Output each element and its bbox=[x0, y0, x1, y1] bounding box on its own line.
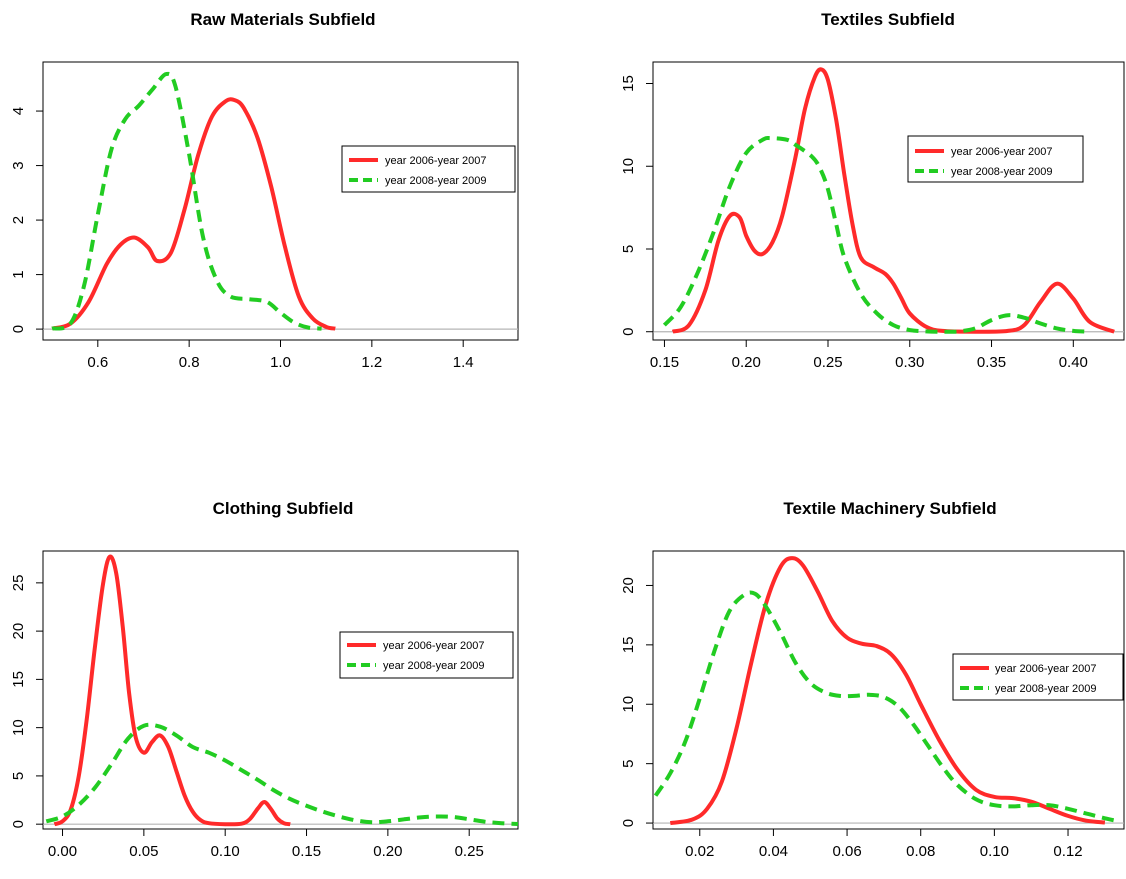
series-line-1 bbox=[669, 556, 1106, 826]
x-tick-label: 0.20 bbox=[373, 843, 402, 860]
x-tick-label: 0.05 bbox=[129, 843, 158, 860]
legend-label-series-1: year 2006-year 2007 bbox=[385, 155, 487, 167]
panel-title: Textile Machinery Subfield bbox=[783, 499, 996, 518]
series-line-1 bbox=[671, 67, 1115, 334]
x-tick-label: 0.06 bbox=[832, 843, 861, 860]
series-line-2 bbox=[662, 135, 1090, 334]
x-tick-label: 0.25 bbox=[455, 843, 484, 860]
series-line-1 bbox=[53, 554, 291, 827]
plot-frame bbox=[42, 61, 519, 341]
x-tick-label: 0.25 bbox=[813, 354, 842, 371]
y-tick-label: 15 bbox=[620, 75, 637, 92]
legend-box bbox=[339, 631, 514, 679]
x-tick-label: 0.04 bbox=[759, 843, 788, 860]
x-tick-label: 0.30 bbox=[895, 354, 924, 371]
x-tick-label: 0.00 bbox=[48, 843, 77, 860]
series-line-2 bbox=[653, 590, 1117, 823]
x-tick-label: 0.10 bbox=[211, 843, 240, 860]
y-tick-label: 5 bbox=[10, 772, 27, 780]
x-tick-label: 0.35 bbox=[977, 354, 1006, 371]
x-tick-label: 1.2 bbox=[361, 354, 382, 371]
plot-frame bbox=[42, 550, 519, 830]
x-tick-label: 0.15 bbox=[292, 843, 321, 860]
x-tick-label: 0.10 bbox=[980, 843, 1009, 860]
legend-label-series-1: year 2006-year 2007 bbox=[383, 640, 485, 652]
y-tick-label: 1 bbox=[10, 270, 27, 278]
legend-label-series-2: year 2008-year 2009 bbox=[385, 175, 487, 187]
x-tick-label: 1.0 bbox=[270, 354, 291, 371]
panel-textile-machinery: Textile Machinery Subfield 0.02 0.04 0.06 0… bbox=[620, 499, 1125, 860]
legend-box bbox=[907, 135, 1084, 183]
y-tick-label: 20 bbox=[620, 577, 637, 594]
legend: year 2006-year 2007 year 2008-year 2009 bbox=[907, 135, 1084, 183]
y-tick-label: 20 bbox=[10, 623, 27, 640]
y-tick-label: 10 bbox=[620, 158, 637, 175]
x-tick-label: 0.15 bbox=[650, 354, 679, 371]
y-tick-label: 3 bbox=[10, 161, 27, 169]
x-tick-label: 0.12 bbox=[1053, 843, 1082, 860]
legend-label-series-1: year 2006-year 2007 bbox=[951, 146, 1053, 158]
panel-textiles: Textiles Subfield 0.15 0.20 0.25 0.30 0.35 0.… bbox=[620, 10, 1125, 371]
panel-title: Textiles Subfield bbox=[821, 10, 955, 29]
legend: year 2006-year 2007 year 2008-year 2009 bbox=[341, 145, 516, 193]
legend-label-series-2: year 2008-year 2009 bbox=[383, 660, 485, 672]
y-tick-label: 0 bbox=[10, 820, 27, 828]
panel-raw-materials: Raw Materials Subfield 0.6 0.8 1.0 1.2 1.4 0 1… bbox=[10, 10, 519, 371]
series-line-1 bbox=[51, 97, 336, 331]
legend-box bbox=[341, 145, 516, 193]
panel-clothing: Clothing Subfield 0.00 0.05 0.10 0.15 0.20 0.… bbox=[10, 499, 519, 860]
panel-title: Raw Materials Subfield bbox=[190, 10, 375, 29]
y-tick-label: 0 bbox=[10, 325, 27, 333]
y-tick-label: 5 bbox=[620, 245, 637, 253]
legend: year 2006-year 2007 year 2008-year 2009 bbox=[339, 631, 514, 679]
y-tick-label: 0 bbox=[620, 328, 637, 336]
x-tick-label: 0.40 bbox=[1059, 354, 1088, 371]
panel-title: Clothing Subfield bbox=[213, 499, 354, 518]
x-tick-label: 0.02 bbox=[685, 843, 714, 860]
y-tick-label: 25 bbox=[10, 575, 27, 592]
y-tick-label: 10 bbox=[620, 696, 637, 713]
legend: year 2006-year 2007 year 2008-year 2009 bbox=[952, 653, 1124, 701]
x-tick-label: 1.4 bbox=[453, 354, 474, 371]
series-line-2 bbox=[45, 722, 519, 826]
y-tick-label: 5 bbox=[620, 759, 637, 767]
y-tick-label: 10 bbox=[10, 719, 27, 736]
y-tick-label: 2 bbox=[10, 216, 27, 224]
x-tick-label: 0.20 bbox=[732, 354, 761, 371]
legend-label-series-1: year 2006-year 2007 bbox=[995, 663, 1097, 675]
x-tick-label: 0.6 bbox=[87, 354, 108, 371]
x-tick-label: 0.8 bbox=[179, 354, 200, 371]
y-tick-label: 4 bbox=[10, 107, 27, 115]
legend-label-series-2: year 2008-year 2009 bbox=[951, 166, 1053, 178]
y-tick-label: 15 bbox=[620, 637, 637, 654]
y-tick-label: 0 bbox=[620, 819, 637, 827]
legend-label-series-2: year 2008-year 2009 bbox=[995, 683, 1097, 695]
legend-box bbox=[952, 653, 1124, 701]
y-tick-label: 15 bbox=[10, 671, 27, 688]
series-line-2 bbox=[51, 71, 322, 331]
x-tick-label: 0.08 bbox=[906, 843, 935, 860]
